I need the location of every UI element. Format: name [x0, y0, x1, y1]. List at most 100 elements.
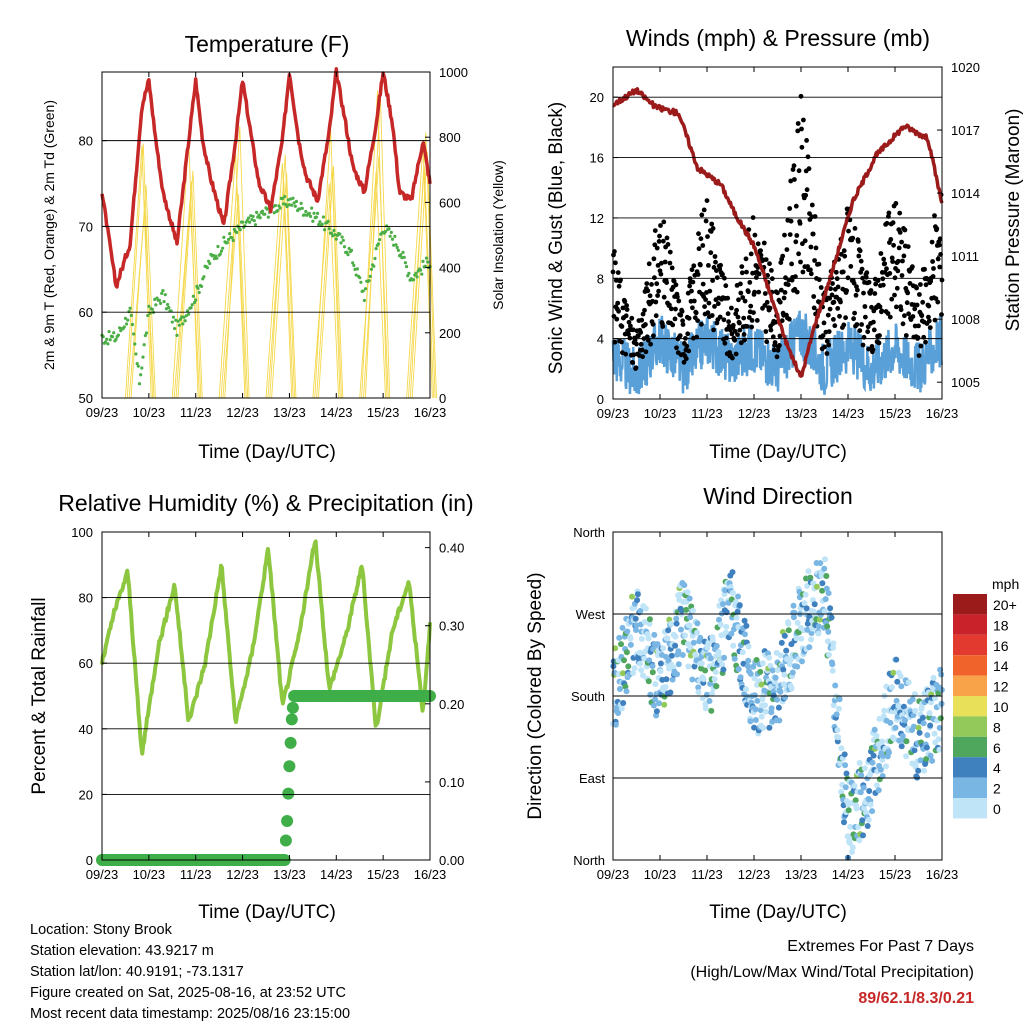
direction-point [739, 649, 746, 656]
dewpoint-point [293, 204, 297, 208]
direction-point [793, 635, 800, 642]
gust-point [723, 335, 729, 341]
gust-point [752, 289, 757, 295]
direction-point [769, 667, 776, 674]
direction-point [869, 808, 876, 815]
direction-point [843, 770, 850, 777]
gust-point [660, 238, 666, 244]
gust-point [863, 314, 868, 320]
dewpoint-point [367, 279, 371, 283]
gust-point [802, 238, 808, 244]
gust-point [880, 276, 886, 282]
direction-point [616, 634, 623, 641]
gust-point [835, 284, 841, 290]
gust-point [902, 227, 908, 233]
dewpoint-point [395, 245, 399, 250]
gust-point [647, 293, 653, 299]
gust-point [786, 316, 792, 322]
dewpoint-point [394, 243, 398, 247]
gust-point [623, 351, 629, 357]
gust-point [912, 306, 918, 312]
gust-point [915, 335, 921, 340]
gust-point [914, 302, 920, 308]
x-tick-label: 10/23 [644, 406, 677, 421]
gust-point [772, 340, 778, 345]
gust-point [645, 288, 651, 294]
direction-point [736, 602, 743, 609]
gust-point [673, 306, 678, 312]
legend-label: 16 [993, 638, 1009, 654]
gust-point [826, 329, 832, 334]
dewpoint-point [383, 229, 388, 234]
gust-point [659, 260, 664, 266]
gust-point [838, 299, 843, 305]
direction-point [898, 683, 905, 690]
gust-point [880, 282, 886, 288]
dewpoint-point [400, 256, 404, 260]
direction-point [841, 819, 847, 826]
y-tick-label: 1005 [951, 375, 980, 390]
dewpoint-point [208, 261, 212, 266]
gust-point [698, 236, 704, 242]
gust-point [648, 341, 653, 347]
temperature-gridlines [102, 140, 430, 313]
gust-point [804, 138, 809, 143]
gust-point [812, 258, 817, 263]
gust-point [686, 348, 692, 354]
gust-point [633, 365, 639, 371]
gust-point [843, 315, 848, 321]
dewpoint-point [134, 352, 138, 356]
gust-point [788, 218, 794, 224]
gust-point [930, 274, 936, 279]
direction-point [630, 670, 637, 676]
direction-point [681, 582, 688, 589]
direction-point [845, 807, 852, 814]
gust-point [857, 328, 863, 333]
gust-point [741, 315, 747, 321]
gust-point [916, 353, 922, 358]
gust-point [709, 221, 715, 227]
direction-point [686, 595, 693, 602]
gust-point [624, 307, 630, 312]
dewpoint-point [378, 237, 382, 242]
y-tick-label: 600 [439, 195, 461, 210]
gust-point [699, 321, 704, 327]
dewpoint-point [133, 342, 137, 346]
gust-point [705, 310, 711, 316]
gust-point [770, 334, 776, 340]
gust-point [735, 332, 740, 337]
dewpoint-point [106, 342, 110, 346]
direction-point [876, 715, 883, 722]
legend-swatch [953, 594, 987, 615]
dewpoint-point [283, 194, 287, 199]
temperature-y2-ticks: 0 200 400 600 800 1000 [425, 65, 468, 406]
x-tick-label: 14/23 [320, 867, 353, 882]
direction-point [663, 676, 670, 683]
dewpoint-point [349, 248, 354, 252]
gust-point [878, 251, 884, 256]
gust-point [918, 282, 923, 287]
temperature-ylabel: 2m & 9m T (Red, Orange) & 2m Td (Green) [41, 100, 57, 370]
gust-point [854, 322, 860, 327]
dewpoint-point [265, 207, 269, 211]
direction-point [813, 583, 820, 590]
direction-point [836, 696, 843, 703]
direction-point [927, 752, 934, 759]
gust-point [855, 287, 860, 293]
direction-point [920, 720, 927, 727]
dewpoint-point [197, 290, 201, 295]
gust-point [850, 235, 856, 241]
direction-point [750, 663, 757, 670]
gust-point [650, 321, 656, 327]
direction-point [772, 674, 779, 681]
direction-point [678, 607, 685, 614]
gust-point [732, 337, 738, 343]
gust-point [784, 247, 790, 253]
gust-point [785, 282, 791, 288]
winds-gridlines [613, 96, 942, 340]
gust-point [900, 321, 906, 327]
direction-point [646, 616, 653, 623]
direction-point [695, 689, 702, 696]
direction-point [821, 565, 828, 572]
gust-point [787, 206, 793, 211]
